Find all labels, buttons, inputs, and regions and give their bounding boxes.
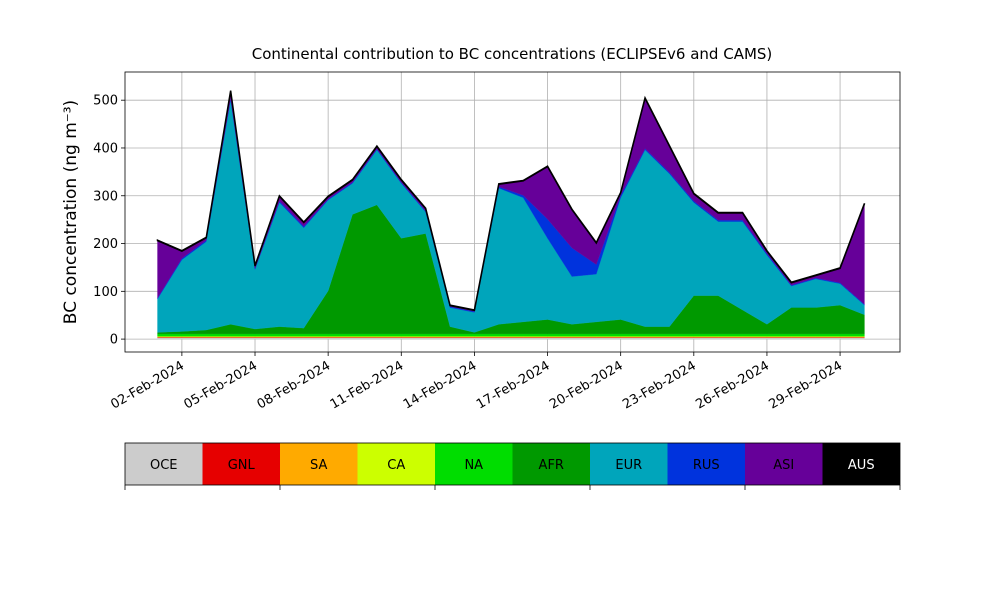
legend-swatch (125, 443, 203, 485)
legend-label: RUS (693, 458, 720, 473)
legend-swatch (822, 443, 900, 485)
legend-swatch (202, 443, 280, 485)
y-tick-label: 100 (93, 285, 118, 300)
area-eur (157, 99, 865, 333)
legend-label: NA (464, 458, 483, 473)
y-tick-label: 400 (93, 141, 118, 156)
y-axis-label: BC concentration (ng m⁻³) (61, 100, 81, 324)
legend-label: ASI (773, 458, 794, 473)
x-tick-label: 29-Feb-2024 (767, 358, 846, 412)
x-tick-label: 20-Feb-2024 (547, 358, 626, 412)
x-tick-label: 05-Feb-2024 (181, 358, 260, 412)
legend-label: CA (387, 458, 405, 473)
legend-swatch (435, 443, 513, 485)
legend-label: GNL (228, 458, 256, 473)
x-tick-label: 26-Feb-2024 (693, 358, 772, 412)
plot-frame (124, 71, 901, 353)
x-tick-label: 11-Feb-2024 (328, 358, 407, 412)
area-oce (157, 337, 865, 340)
legend-swatch (280, 443, 358, 485)
x-tick-label: 02-Feb-2024 (108, 358, 187, 412)
x-tick-label: 17-Feb-2024 (474, 358, 553, 412)
legend-label: EUR (615, 458, 642, 473)
y-tick-label: 0 (110, 333, 118, 348)
legend-label: AUS (848, 458, 875, 473)
chart-title: Continental contribution to BC concentra… (252, 45, 773, 63)
y-tick-label: 300 (93, 189, 118, 204)
area-aus (156, 90, 866, 312)
x-tick-label: 23-Feb-2024 (620, 358, 699, 412)
legend-swatch (512, 443, 590, 485)
x-tick-label: 08-Feb-2024 (255, 358, 334, 412)
legend-swatch (667, 443, 745, 485)
legend-swatch (590, 443, 668, 485)
x-tick-label: 14-Feb-2024 (401, 358, 480, 412)
legend-frame (124, 442, 901, 486)
area-na (157, 333, 865, 337)
legend-label: AFR (539, 458, 564, 473)
legend-label: OCE (150, 458, 178, 473)
y-tick-label: 200 (93, 237, 118, 252)
y-tick-label: 500 (93, 94, 118, 109)
legend-swatch (357, 443, 435, 485)
legend-swatch (745, 443, 823, 485)
legend-label: SA (310, 458, 327, 473)
